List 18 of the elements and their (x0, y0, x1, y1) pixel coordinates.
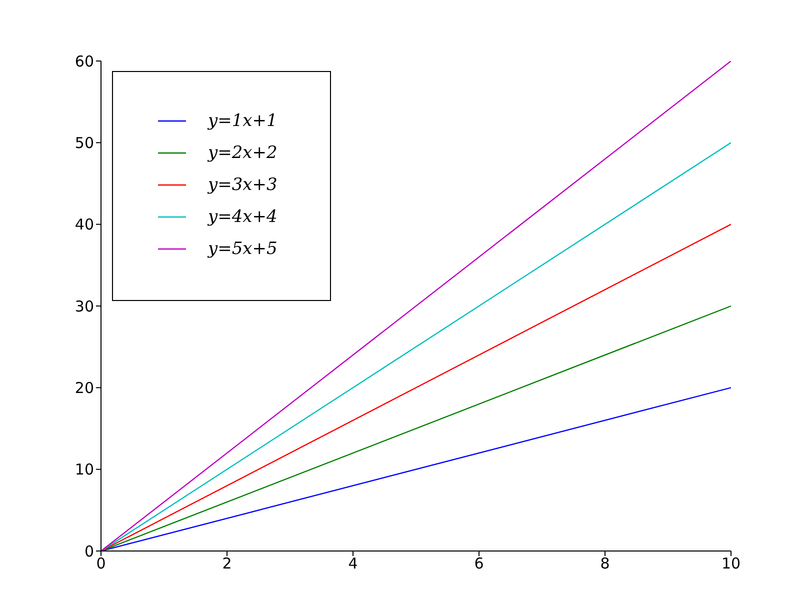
legend-label: y=1x+1 (208, 111, 278, 131)
x-tick-label: 10 (721, 554, 741, 573)
x-tick-label: 6 (474, 554, 484, 573)
y-tick-label: 30 (74, 297, 94, 316)
x-tick-label: 0 (96, 554, 106, 573)
y-tick-label: 20 (74, 378, 94, 397)
y-tick-label: 50 (74, 134, 94, 152)
y-tick-label: 40 (74, 216, 94, 234)
legend-label: y=3x+3 (208, 175, 278, 195)
y-tick-label: 60 (74, 52, 94, 70)
legend-label: y=5x+5 (208, 239, 278, 259)
y-tick-label: 10 (74, 460, 94, 479)
y-tick-label: 0 (84, 542, 94, 560)
x-tick-label: 8 (600, 554, 610, 573)
legend-label: y=2x+2 (208, 143, 278, 163)
x-tick-label: 2 (222, 554, 232, 573)
x-tick-label: 4 (348, 554, 358, 573)
legend-label: y=4x+4 (208, 207, 278, 227)
